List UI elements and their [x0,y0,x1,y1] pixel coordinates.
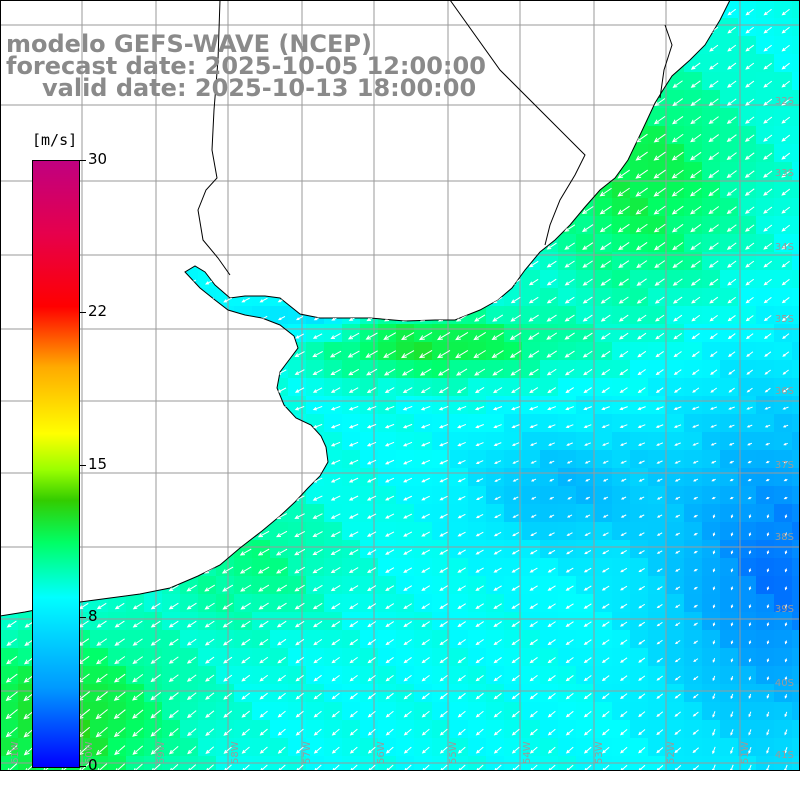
latitude-label: 37S [775,460,794,471]
latitude-label: 35S [775,314,794,325]
longitude-label: 56W [376,741,387,764]
latitude-label: 38S [775,532,794,543]
longitude-label: 55W [448,741,459,764]
colorbar-tick [80,766,86,767]
latitude-label: 34S [775,242,794,253]
latitude-label: 41S [775,750,794,761]
longitude-label: 51W [740,741,751,764]
latitude-label: 39S [775,604,794,615]
colorbar-tick-label: 22 [88,302,108,320]
latitude-label: 40S [775,678,794,689]
longitude-label: 52W [666,741,677,764]
colorbar [32,160,80,768]
forecast-date: forecast date: 2025-10-05 12:00:00 [6,52,486,80]
colorbar-tick-label: 8 [88,607,98,625]
colorbar-unit: [m/s] [32,131,78,149]
model-title: modelo GEFS-WAVE (NCEP) [6,30,372,58]
longitude-label: 59W [156,741,167,764]
colorbar-tick-label: 0 [88,756,98,774]
longitude-label: 54W [522,741,533,764]
longitude-label: 60W [84,741,95,764]
colorbar-tick-label: 15 [88,455,108,473]
colorbar-tick [80,160,86,161]
latitude-label: 32S [775,96,794,107]
colorbar-tick [80,465,86,466]
coastline [0,0,731,617]
longitude-labels: 61W 60W 59W 58W 57W 56W 55W 54W 53W 52W 51W [10,741,751,764]
latitude-label: 36S [775,386,794,397]
lat-lon-grid [0,0,800,770]
longitude-label: 58W [230,741,241,764]
longitude-label: 61W [10,741,21,764]
latitude-labels: 32S 33S 34S 35S 36S 37S 38S 39S 40S 41S [775,96,794,761]
colorbar-tick-label: 30 [88,150,108,168]
wind-vectors [5,8,791,774]
longitude-label: 53W [594,741,605,764]
colorbar-tick [80,617,86,618]
valid-date: valid date: 2025-10-13 18:00:00 [42,74,477,102]
longitude-label: 57W [302,741,313,764]
latitude-label: 33S [775,168,794,179]
colorbar-tick [80,312,86,313]
